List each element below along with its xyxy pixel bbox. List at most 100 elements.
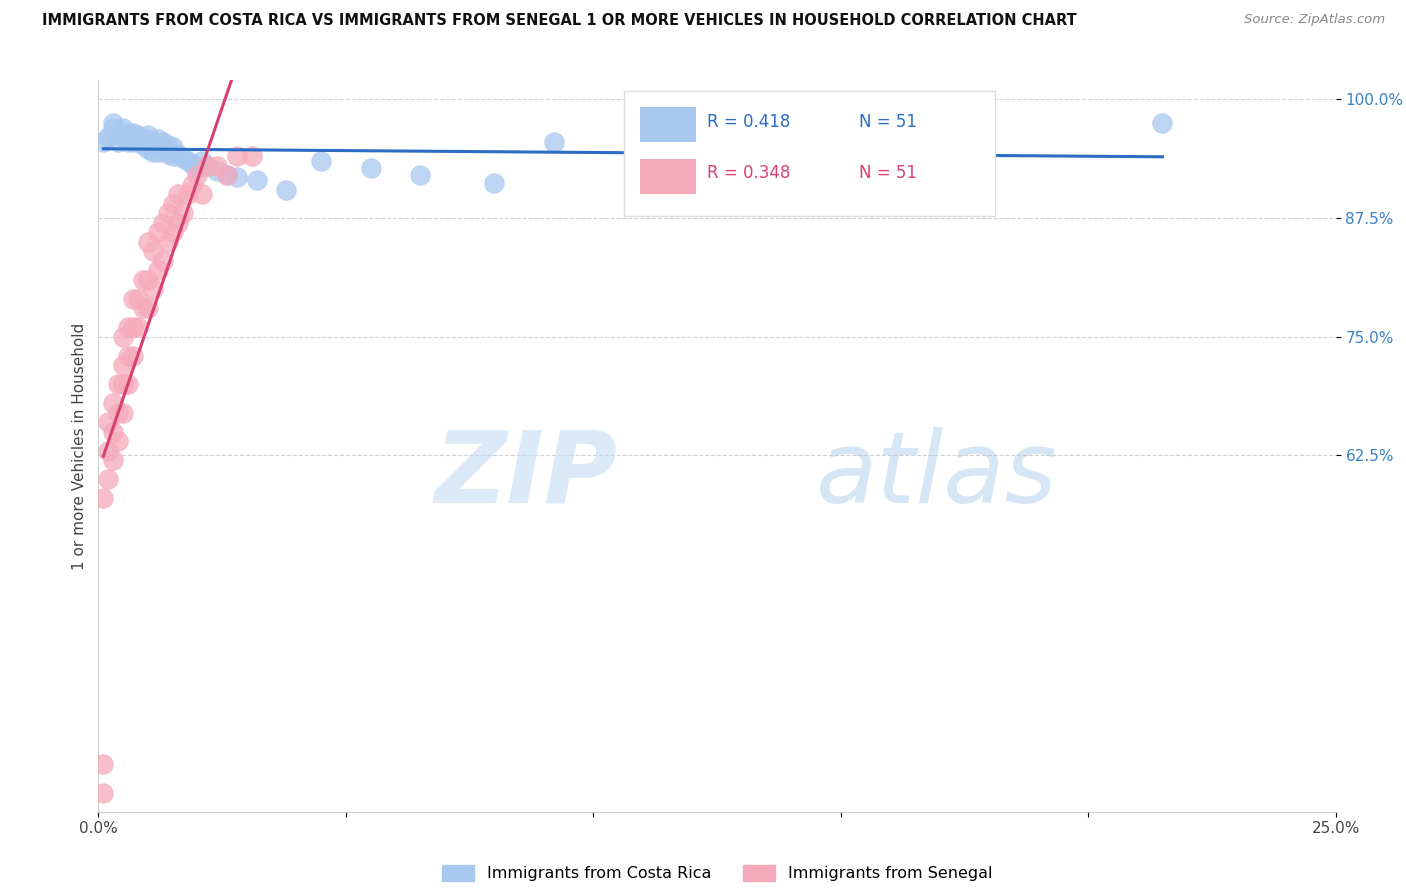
Point (176, 154, 198, 169)
Point (409, 168, 432, 182)
Point (127, 320, 149, 334)
Point (112, 130, 135, 145)
Point (107, 377, 129, 392)
Point (117, 377, 139, 392)
Point (103, 116, 125, 130)
Point (122, 130, 145, 145)
Point (136, 235, 159, 249)
Y-axis label: 1 or more Vehicles in Household: 1 or more Vehicles in Household (72, 322, 87, 570)
Point (142, 145, 165, 159)
Point (755, 135, 778, 149)
Point (1152, 116, 1174, 130)
Point (122, 135, 145, 149)
Point (166, 147, 188, 161)
FancyBboxPatch shape (640, 159, 696, 194)
Point (186, 161, 208, 175)
Point (186, 168, 208, 182)
Point (97, 443, 120, 458)
Point (132, 301, 155, 316)
Point (205, 163, 228, 178)
Point (127, 135, 149, 149)
Point (142, 135, 165, 149)
Text: N = 51: N = 51 (859, 164, 917, 182)
Point (191, 187, 214, 202)
Point (181, 157, 204, 171)
Point (152, 135, 174, 149)
Point (103, 120, 125, 135)
Point (93, 786, 115, 800)
Point (112, 377, 135, 392)
Point (112, 406, 135, 420)
Point (162, 225, 184, 239)
Point (107, 126, 129, 140)
Text: Source: ZipAtlas.com: Source: ZipAtlas.com (1244, 13, 1385, 27)
Point (176, 187, 198, 202)
Point (309, 154, 332, 169)
Point (136, 128, 159, 143)
Point (226, 170, 249, 185)
Point (103, 453, 125, 467)
Point (107, 434, 129, 449)
Text: R = 0.418: R = 0.418 (707, 113, 790, 131)
Point (132, 132, 155, 146)
FancyBboxPatch shape (624, 91, 995, 216)
Point (195, 159, 218, 173)
Point (162, 140, 184, 154)
Text: N = 51: N = 51 (859, 113, 917, 131)
Point (136, 132, 159, 146)
Point (172, 151, 194, 165)
Point (93, 135, 115, 149)
Point (136, 273, 159, 287)
Point (97, 472, 120, 486)
Point (631, 142, 654, 156)
Point (191, 154, 214, 169)
Point (904, 149, 927, 163)
Point (142, 244, 165, 259)
Point (112, 330, 135, 344)
Point (103, 396, 125, 410)
Point (166, 216, 188, 230)
Text: ZIP: ZIP (434, 426, 619, 524)
Point (360, 161, 382, 175)
Point (146, 263, 169, 277)
Point (181, 178, 204, 192)
Point (112, 358, 135, 372)
Point (543, 135, 565, 149)
Point (122, 349, 145, 363)
Point (152, 142, 174, 156)
Point (156, 206, 179, 220)
Point (132, 273, 155, 287)
Point (127, 292, 149, 306)
Point (156, 137, 179, 152)
Text: R = 0.348: R = 0.348 (707, 164, 790, 182)
Point (240, 149, 263, 163)
Point (112, 120, 135, 135)
FancyBboxPatch shape (640, 107, 696, 143)
Point (205, 159, 228, 173)
Point (146, 225, 169, 239)
Point (117, 135, 139, 149)
Point (146, 132, 169, 146)
Point (117, 349, 139, 363)
Point (146, 145, 169, 159)
Point (142, 282, 165, 296)
Point (117, 126, 139, 140)
Point (152, 253, 174, 268)
Point (166, 187, 188, 202)
Point (226, 149, 249, 163)
Point (122, 320, 145, 334)
Point (156, 147, 179, 161)
Point (152, 216, 174, 230)
Point (97, 130, 120, 145)
Point (195, 159, 218, 173)
Point (127, 128, 149, 143)
Point (172, 206, 194, 220)
Point (132, 137, 155, 152)
Point (107, 406, 129, 420)
Point (217, 168, 239, 182)
Point (122, 292, 145, 306)
Point (122, 126, 145, 140)
Point (103, 425, 125, 439)
Point (156, 235, 179, 249)
Text: IMMIGRANTS FROM COSTA RICA VS IMMIGRANTS FROM SENEGAL 1 OR MORE VEHICLES IN HOUS: IMMIGRANTS FROM COSTA RICA VS IMMIGRANTS… (42, 13, 1077, 29)
